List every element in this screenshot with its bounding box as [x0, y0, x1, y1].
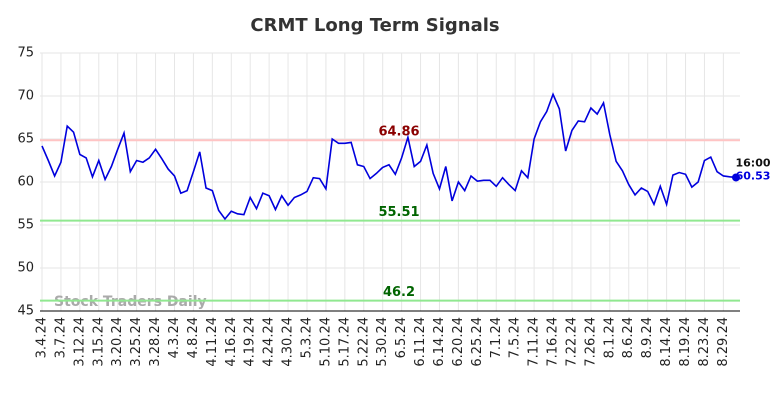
x-tick-label: 6.25.24	[470, 317, 485, 367]
x-tick-label: 3.28.24	[148, 317, 163, 367]
x-tick-label: 4.16.24	[224, 317, 239, 367]
x-tick-label: 5.10.24	[318, 317, 333, 367]
last-value: 60.53	[736, 169, 771, 182]
x-tick-label: 7.26.24	[583, 317, 598, 367]
chart-title: CRMT Long Term Signals	[250, 15, 499, 36]
x-tick-label: 7.11.24	[527, 317, 542, 367]
x-tick-label: 4.11.24	[205, 317, 220, 367]
signal-label: 46.2	[383, 285, 415, 300]
x-tick-label: 4.8.24	[186, 317, 201, 358]
y-tick-label: 75	[17, 46, 34, 61]
x-tick-label: 6.20.24	[451, 317, 466, 367]
x-tick-label: 6.11.24	[413, 317, 428, 367]
x-tick-label: 5.17.24	[337, 317, 352, 367]
x-tick-label: 4.19.24	[243, 317, 258, 367]
x-tick-label: 3.12.24	[72, 317, 87, 367]
x-tick-label: 3.20.24	[110, 317, 125, 367]
watermark: Stock Traders Daily	[54, 294, 207, 310]
x-tick-label: 7.16.24	[546, 317, 561, 367]
x-tick-label: 4.30.24	[281, 317, 296, 367]
y-tick-label: 65	[17, 132, 34, 147]
last-time: 16:00	[735, 156, 770, 169]
last-point	[732, 173, 740, 182]
x-tick-label: 8.6.24	[621, 317, 636, 358]
x-tick-label: 8.19.24	[678, 317, 693, 367]
x-tick-label: 6.14.24	[432, 317, 447, 367]
x-tick-label: 7.5.24	[508, 317, 523, 358]
x-tick-label: 8.9.24	[640, 317, 655, 358]
x-tick-label: 3.25.24	[129, 317, 144, 367]
x-tick-label: 8.23.24	[697, 317, 712, 367]
y-tick-label: 50	[17, 261, 34, 276]
x-tick-label: 8.29.24	[716, 317, 731, 367]
x-tick-label: 7.1.24	[489, 317, 504, 358]
x-tick-label: 3.4.24	[35, 317, 50, 358]
x-tick-label: 5.22.24	[356, 317, 371, 367]
x-tick-label: 8.14.24	[659, 317, 674, 367]
y-tick-label: 70	[17, 89, 34, 104]
price-line	[41, 92, 737, 221]
x-tick-label: 3.15.24	[91, 317, 106, 367]
x-tick-label: 5.30.24	[375, 317, 390, 367]
x-tick-label: 4.24.24	[262, 317, 277, 367]
x-tick-label: 6.5.24	[394, 317, 409, 358]
signal-label: 64.86	[378, 125, 419, 140]
y-tick-label: 60	[17, 175, 34, 190]
x-tick-label: 5.3.24	[299, 317, 314, 358]
x-tick-label: 8.1.24	[602, 317, 617, 358]
signal-label: 55.51	[378, 205, 419, 220]
x-tick-label: 3.7.24	[53, 317, 68, 358]
y-tick-label: 55	[17, 218, 34, 233]
x-tick-label: 7.22.24	[564, 317, 579, 367]
y-tick-label: 45	[17, 304, 34, 319]
x-tick-label: 4.3.24	[167, 317, 182, 358]
